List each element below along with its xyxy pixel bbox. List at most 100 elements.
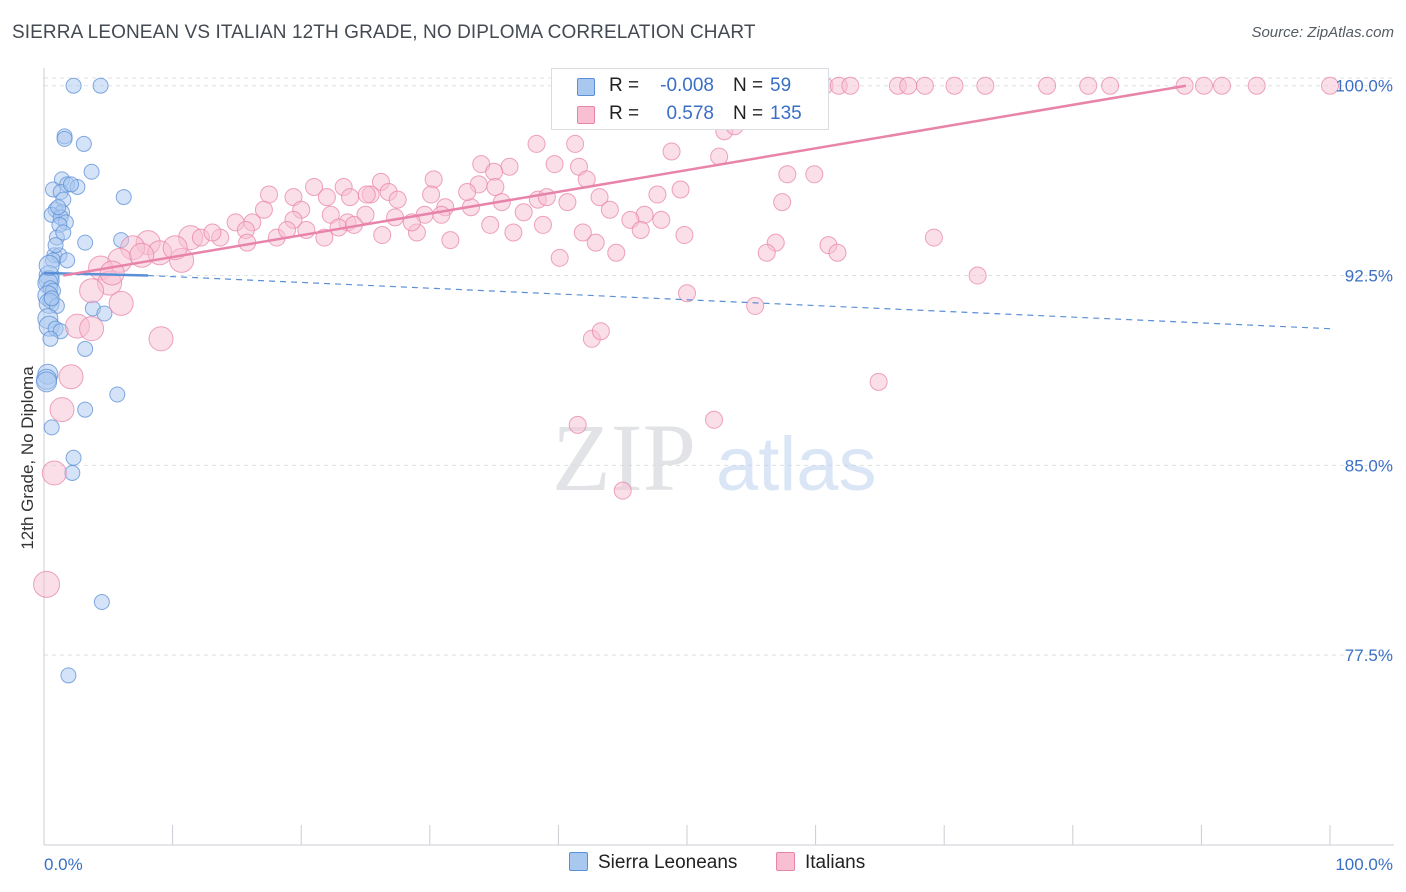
- data-point: [1247, 76, 1266, 95]
- data-point: [64, 464, 81, 481]
- data-point: [58, 364, 84, 390]
- data-point: [422, 185, 441, 204]
- data-point: [305, 177, 324, 196]
- data-point: [260, 185, 279, 204]
- chart-title: SIERRA LEONEAN VS ITALIAN 12TH GRADE, NO…: [12, 22, 756, 43]
- data-point: [65, 449, 82, 466]
- x-tick-label: 100.0%: [1335, 855, 1393, 874]
- y-tick-label: 85.0%: [1345, 456, 1393, 475]
- data-point: [148, 326, 174, 352]
- data-point: [43, 290, 60, 307]
- legend-item-italians: Italians: [776, 852, 865, 874]
- data-point: [75, 135, 92, 152]
- data-point: [357, 185, 376, 204]
- data-point: [558, 193, 577, 212]
- data-point: [55, 224, 72, 241]
- y-tick-label: 92.5%: [1345, 267, 1393, 286]
- data-point: [600, 200, 619, 219]
- data-point: [773, 193, 792, 212]
- legend-r-value: 0.578: [666, 103, 714, 124]
- data-point: [648, 185, 667, 204]
- data-point: [92, 77, 109, 94]
- data-point: [590, 188, 609, 207]
- data-point: [841, 76, 860, 95]
- data-point: [568, 415, 587, 434]
- data-point: [83, 163, 100, 180]
- data-point: [591, 322, 610, 341]
- data-point: [77, 234, 94, 251]
- y-tick-label: 77.5%: [1345, 646, 1393, 665]
- legend-r-value: -0.008: [660, 75, 714, 96]
- data-point: [500, 157, 519, 176]
- data-point: [115, 189, 132, 206]
- data-point: [662, 142, 681, 161]
- data-point: [38, 254, 60, 276]
- data-point: [705, 410, 724, 429]
- data-point: [968, 266, 987, 285]
- data-point: [1038, 76, 1057, 95]
- legend-n-label: N =: [733, 75, 764, 96]
- data-point: [50, 199, 67, 216]
- data-point: [77, 340, 94, 357]
- data-point: [1212, 76, 1231, 95]
- data-point: [432, 205, 451, 224]
- data-point: [671, 180, 690, 199]
- data-point: [441, 231, 460, 250]
- data-point: [869, 372, 888, 391]
- data-point: [504, 223, 523, 242]
- data-point: [652, 210, 671, 229]
- data-point: [533, 215, 552, 234]
- legend-swatch-sierra-leoneans: [569, 852, 588, 871]
- data-point: [1194, 76, 1213, 95]
- data-point: [162, 235, 188, 261]
- legend-r-label: R =: [609, 75, 640, 96]
- data-point: [41, 460, 67, 486]
- legend-n-value: 135: [770, 103, 802, 124]
- y-tick-label: 100.0%: [1335, 77, 1393, 96]
- data-point: [545, 155, 564, 174]
- series-italians: [33, 76, 1339, 598]
- data-point: [481, 215, 500, 234]
- data-point: [631, 220, 650, 239]
- data-point: [60, 667, 77, 684]
- data-point: [915, 76, 934, 95]
- trend-line-solid: [63, 84, 1187, 277]
- data-point: [42, 330, 59, 347]
- data-point: [607, 243, 626, 262]
- data-point: [47, 237, 64, 254]
- data-point: [746, 296, 765, 315]
- legend-swatch-sierra-leoneans: [577, 78, 595, 96]
- axes: [43, 68, 1394, 846]
- x-tick-label: 0.0%: [44, 855, 83, 874]
- data-point: [1321, 76, 1339, 95]
- data-point: [778, 165, 797, 184]
- data-point: [33, 570, 61, 598]
- data-point: [59, 252, 76, 269]
- data-point: [573, 223, 592, 242]
- legend-r-label: R =: [609, 103, 640, 124]
- data-point: [56, 130, 73, 147]
- data-point: [924, 228, 943, 247]
- legend-row-sierra-leoneans: R = -0.008 N = 59: [552, 73, 828, 101]
- data-point: [1079, 76, 1098, 95]
- data-point: [109, 386, 126, 403]
- data-point: [43, 419, 60, 436]
- legend-label-italians: Italians: [805, 852, 866, 873]
- legend-swatch-italians: [577, 106, 595, 124]
- data-point: [96, 305, 113, 322]
- data-point: [586, 233, 605, 252]
- data-point: [388, 190, 407, 209]
- data-point: [945, 76, 964, 95]
- data-point: [1101, 76, 1120, 95]
- data-point: [828, 243, 847, 262]
- data-point: [675, 226, 694, 245]
- data-point: [613, 481, 632, 500]
- trend-line-dashed: [148, 274, 1331, 330]
- data-point: [976, 76, 995, 95]
- data-point: [317, 188, 336, 207]
- data-point: [805, 165, 824, 184]
- data-point: [49, 397, 75, 423]
- watermark-atlas: atlas: [716, 422, 877, 507]
- data-point: [203, 223, 222, 242]
